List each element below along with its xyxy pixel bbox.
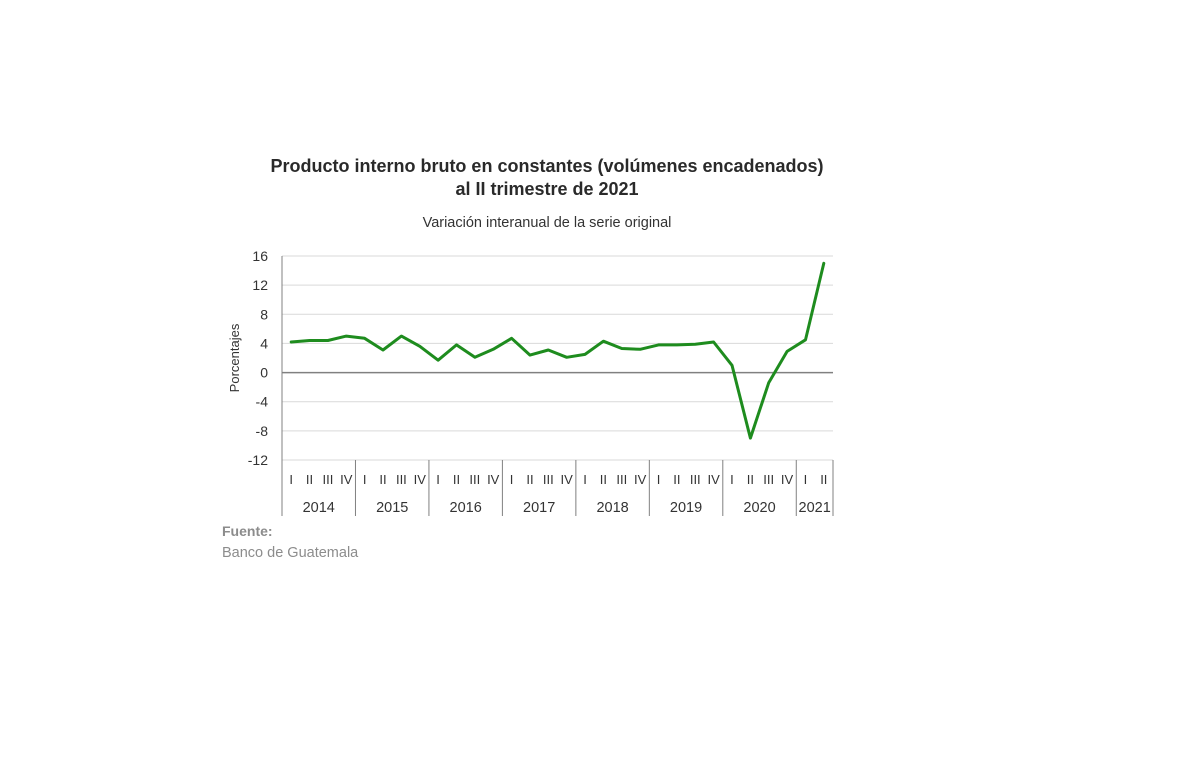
quarter-tick-label: II bbox=[600, 472, 607, 487]
quarter-tick-label: IV bbox=[414, 472, 427, 487]
quarter-tick-label: III bbox=[690, 472, 701, 487]
quarter-tick-label: I bbox=[436, 472, 440, 487]
year-tick-label: 2016 bbox=[450, 500, 482, 516]
quarter-tick-label: III bbox=[616, 472, 627, 487]
chart-title-line-2: al II trimestre de 2021 bbox=[455, 179, 639, 199]
x-tick-labels: I II III IV I II III IV I II III IV I II III IV I II III IV… bbox=[289, 472, 830, 516]
y-tick-label: 0 bbox=[260, 365, 268, 381]
quarter-tick-label: IV bbox=[340, 472, 353, 487]
quarter-tick-label: III bbox=[469, 472, 480, 487]
quarter-tick-label: I bbox=[363, 472, 367, 487]
year-tick-label: 2017 bbox=[523, 500, 555, 516]
quarter-tick-label: I bbox=[510, 472, 514, 487]
quarter-tick-label: IV bbox=[561, 472, 574, 487]
year-tick-label: 2019 bbox=[670, 500, 702, 516]
quarter-tick-label: I bbox=[289, 472, 293, 487]
year-tick-label: 2021 bbox=[799, 500, 831, 516]
quarter-tick-label: I bbox=[730, 472, 734, 487]
source-value: Banco de Guatemala bbox=[222, 545, 359, 561]
chart-subtitle: Variación interanual de la serie origina… bbox=[422, 215, 672, 231]
year-tick-label: 2020 bbox=[743, 500, 775, 516]
y-tick-label: 8 bbox=[260, 306, 268, 322]
quarter-tick-label: II bbox=[379, 472, 386, 487]
y-tick-label: -4 bbox=[256, 394, 269, 410]
y-tick-label: 12 bbox=[252, 277, 268, 293]
y-tick-label: 4 bbox=[260, 335, 268, 351]
chart-title-line-1: Producto interno bruto en constantes (vo… bbox=[270, 156, 824, 176]
year-tick-label: 2014 bbox=[303, 500, 335, 516]
axes bbox=[281, 256, 834, 516]
quarter-tick-label: IV bbox=[707, 472, 720, 487]
quarter-tick-label: III bbox=[322, 472, 333, 487]
quarter-tick-label: III bbox=[543, 472, 554, 487]
quarter-tick-label: III bbox=[763, 472, 774, 487]
quarter-tick-label: II bbox=[306, 472, 313, 487]
y-axis-label: Porcentajes bbox=[227, 323, 242, 392]
source-label: Fuente: bbox=[222, 523, 273, 539]
quarter-tick-label: II bbox=[673, 472, 680, 487]
year-tick-label: 2015 bbox=[376, 500, 408, 516]
quarter-tick-label: I bbox=[657, 472, 661, 487]
quarter-tick-label: II bbox=[820, 472, 827, 487]
series-line bbox=[289, 261, 826, 440]
grid-lines bbox=[282, 255, 833, 461]
y-tick-labels: 16 12 8 4 0 -4 -8 -12 bbox=[248, 248, 268, 468]
quarter-tick-label: II bbox=[747, 472, 754, 487]
y-tick-label: -8 bbox=[256, 423, 269, 439]
quarter-tick-label: III bbox=[396, 472, 407, 487]
quarter-tick-label: II bbox=[453, 472, 460, 487]
quarter-tick-label: IV bbox=[487, 472, 500, 487]
y-tick-label: 16 bbox=[252, 248, 268, 264]
y-tick-label: -12 bbox=[248, 452, 268, 468]
quarter-tick-label: IV bbox=[781, 472, 794, 487]
series-layer bbox=[289, 261, 826, 440]
quarter-tick-label: I bbox=[583, 472, 587, 487]
quarter-tick-label: IV bbox=[634, 472, 647, 487]
quarter-tick-label: I bbox=[804, 472, 808, 487]
quarter-tick-label: II bbox=[526, 472, 533, 487]
year-tick-label: 2018 bbox=[596, 500, 628, 516]
